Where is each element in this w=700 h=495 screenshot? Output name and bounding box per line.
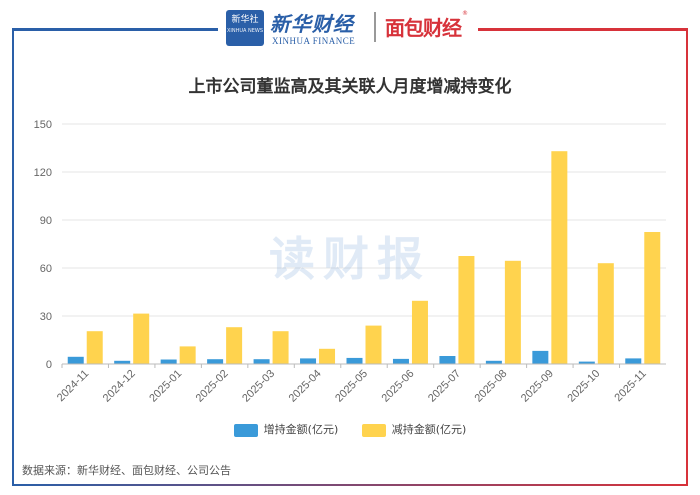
bar-increase-2025-09[interactable] xyxy=(532,350,549,364)
watermark: 读财报 xyxy=(269,232,431,286)
bar-decrease-2025-07[interactable] xyxy=(458,256,475,364)
frame-top-right-line xyxy=(478,28,688,31)
bar-decrease-2025-09[interactable] xyxy=(551,151,568,364)
bar-increase-2025-11[interactable] xyxy=(625,358,642,364)
bar-decrease-2025-10[interactable] xyxy=(597,263,614,364)
x-tick-label-2025-02: 2025-02 xyxy=(194,368,231,405)
x-tick-label-2025-07: 2025-07 xyxy=(426,368,463,405)
mianbao-finance-logo: 面包财经 xyxy=(385,16,462,40)
y-tick-label: 30 xyxy=(40,311,52,323)
bar-increase-2025-07[interactable] xyxy=(439,356,456,364)
x-tick-label-2025-09: 2025-09 xyxy=(519,368,556,405)
legend-item-increase[interactable]: 增持金额(亿元) xyxy=(233,421,339,437)
bar-increase-2025-02[interactable] xyxy=(207,359,224,364)
frame-right-line xyxy=(686,28,688,486)
y-tick-label: 60 xyxy=(40,263,52,275)
bar-increase-2024-11[interactable] xyxy=(67,356,84,364)
bar-decrease-2025-05[interactable] xyxy=(365,325,382,364)
x-axis-ticks: 2024-11 2024-12 2025-01 2025-02 2025-03 2025-… xyxy=(55,364,649,405)
registered-mark: ® xyxy=(462,10,468,17)
x-tick-label-2025-01: 2025-01 xyxy=(147,368,184,405)
legend-swatch-increase xyxy=(233,423,258,437)
bar-increase-2024-12[interactable] xyxy=(114,360,131,364)
bars xyxy=(67,151,661,364)
frame-bottom-line xyxy=(12,484,688,486)
bar-decrease-2025-06[interactable] xyxy=(411,300,428,364)
xinhua-logo-subtext: XINHUA NEWS xyxy=(226,28,264,34)
bar-decrease-2025-01[interactable] xyxy=(179,346,196,364)
bar-increase-2025-03[interactable] xyxy=(253,359,270,364)
x-tick-label-2025-06: 2025-06 xyxy=(380,368,417,405)
frame-top-left-line xyxy=(12,28,218,31)
bar-increase-2025-04[interactable] xyxy=(300,358,317,364)
data-source-note: 数据来源：新华财经、面包财经、公司公告 xyxy=(22,464,231,477)
xinhua-logo-text: 新华社 xyxy=(231,15,259,25)
bar-increase-2025-01[interactable] xyxy=(160,359,177,364)
x-tick-label-2025-08: 2025-08 xyxy=(472,368,509,405)
bar-increase-2025-05[interactable] xyxy=(346,357,363,364)
bar-decrease-2025-11[interactable] xyxy=(644,232,661,364)
header-separator xyxy=(374,12,376,42)
y-tick-label: 0 xyxy=(46,359,52,371)
bar-increase-2025-06[interactable] xyxy=(392,358,409,364)
bar-decrease-2024-12[interactable] xyxy=(133,313,150,364)
bar-increase-2025-08[interactable] xyxy=(485,360,502,364)
legend: 增持金额(亿元) 减持金额(亿元) xyxy=(0,421,700,437)
legend-label-increase: 增持金额(亿元) xyxy=(263,423,339,436)
y-tick-label: 150 xyxy=(34,119,52,131)
y-axis-ticks: 0 30 60 90 120 150 xyxy=(34,119,52,371)
x-tick-label-2025-05: 2025-05 xyxy=(333,368,370,405)
bar-decrease-2025-02[interactable] xyxy=(226,327,243,364)
xinhua-finance-name: 新华财经 xyxy=(270,12,354,36)
bar-increase-2025-10[interactable] xyxy=(578,361,595,364)
bar-decrease-2025-03[interactable] xyxy=(272,331,289,364)
x-tick-label-2025-03: 2025-03 xyxy=(240,368,277,405)
xinhua-logo: 新华社 XINHUA NEWS xyxy=(226,10,264,46)
y-tick-label: 90 xyxy=(40,215,52,227)
bar-decrease-2024-11[interactable] xyxy=(86,331,103,364)
legend-label-decrease: 减持金额(亿元) xyxy=(391,423,467,436)
x-tick-label-2024-11: 2024-11 xyxy=(55,368,91,404)
chart-title: 上市公司董监高及其关联人月度增减持变化 xyxy=(188,77,512,97)
x-tick-label-2025-11: 2025-11 xyxy=(612,368,648,404)
bar-decrease-2025-04[interactable] xyxy=(319,348,336,364)
x-tick-label-2024-12: 2024-12 xyxy=(101,368,138,405)
bar-decrease-2025-08[interactable] xyxy=(504,260,521,364)
frame-left-line xyxy=(12,28,14,486)
xinhua-finance-english: XINHUA FINANCE xyxy=(272,36,356,46)
x-tick-label-2025-10: 2025-10 xyxy=(565,368,602,405)
legend-swatch-decrease xyxy=(361,423,386,437)
legend-item-decrease[interactable]: 减持金额(亿元) xyxy=(361,421,467,437)
y-tick-label: 120 xyxy=(34,167,52,179)
x-tick-label-2025-04: 2025-04 xyxy=(287,368,324,405)
